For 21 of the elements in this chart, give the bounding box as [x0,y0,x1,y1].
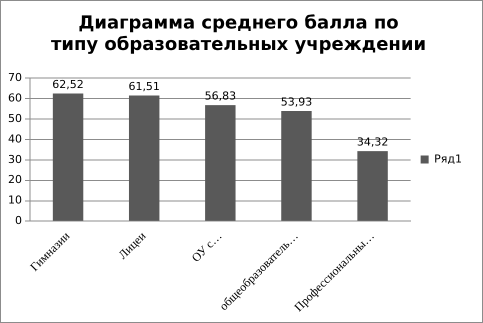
bar [205,105,236,221]
y-tick-label: 60 [8,91,22,104]
chart-title: Диаграмма среднего балла по типу образовательных учреждении [50,12,426,56]
data-label: 53,93 [280,95,312,108]
bar [281,111,312,221]
data-label: 62,52 [52,78,84,91]
y-tick-label: 40 [8,132,22,146]
bar [52,93,84,221]
legend-label: Ряд1 [434,152,462,166]
y-tick-label: 0 [14,214,22,228]
x-tick-label: ОУ с… [188,228,225,265]
data-label: 61,51 [128,80,160,93]
y-tick-label: 50 [8,112,22,125]
y-tick-label: 10 [8,194,22,207]
bar [357,151,388,221]
y-tick-label: 20 [8,173,22,186]
y-tick-label: 30 [8,152,22,166]
bar [128,96,160,221]
data-label: 34,32 [356,135,388,148]
data-label: 56,83 [204,89,236,102]
y-tick-label: 70 [8,71,22,84]
